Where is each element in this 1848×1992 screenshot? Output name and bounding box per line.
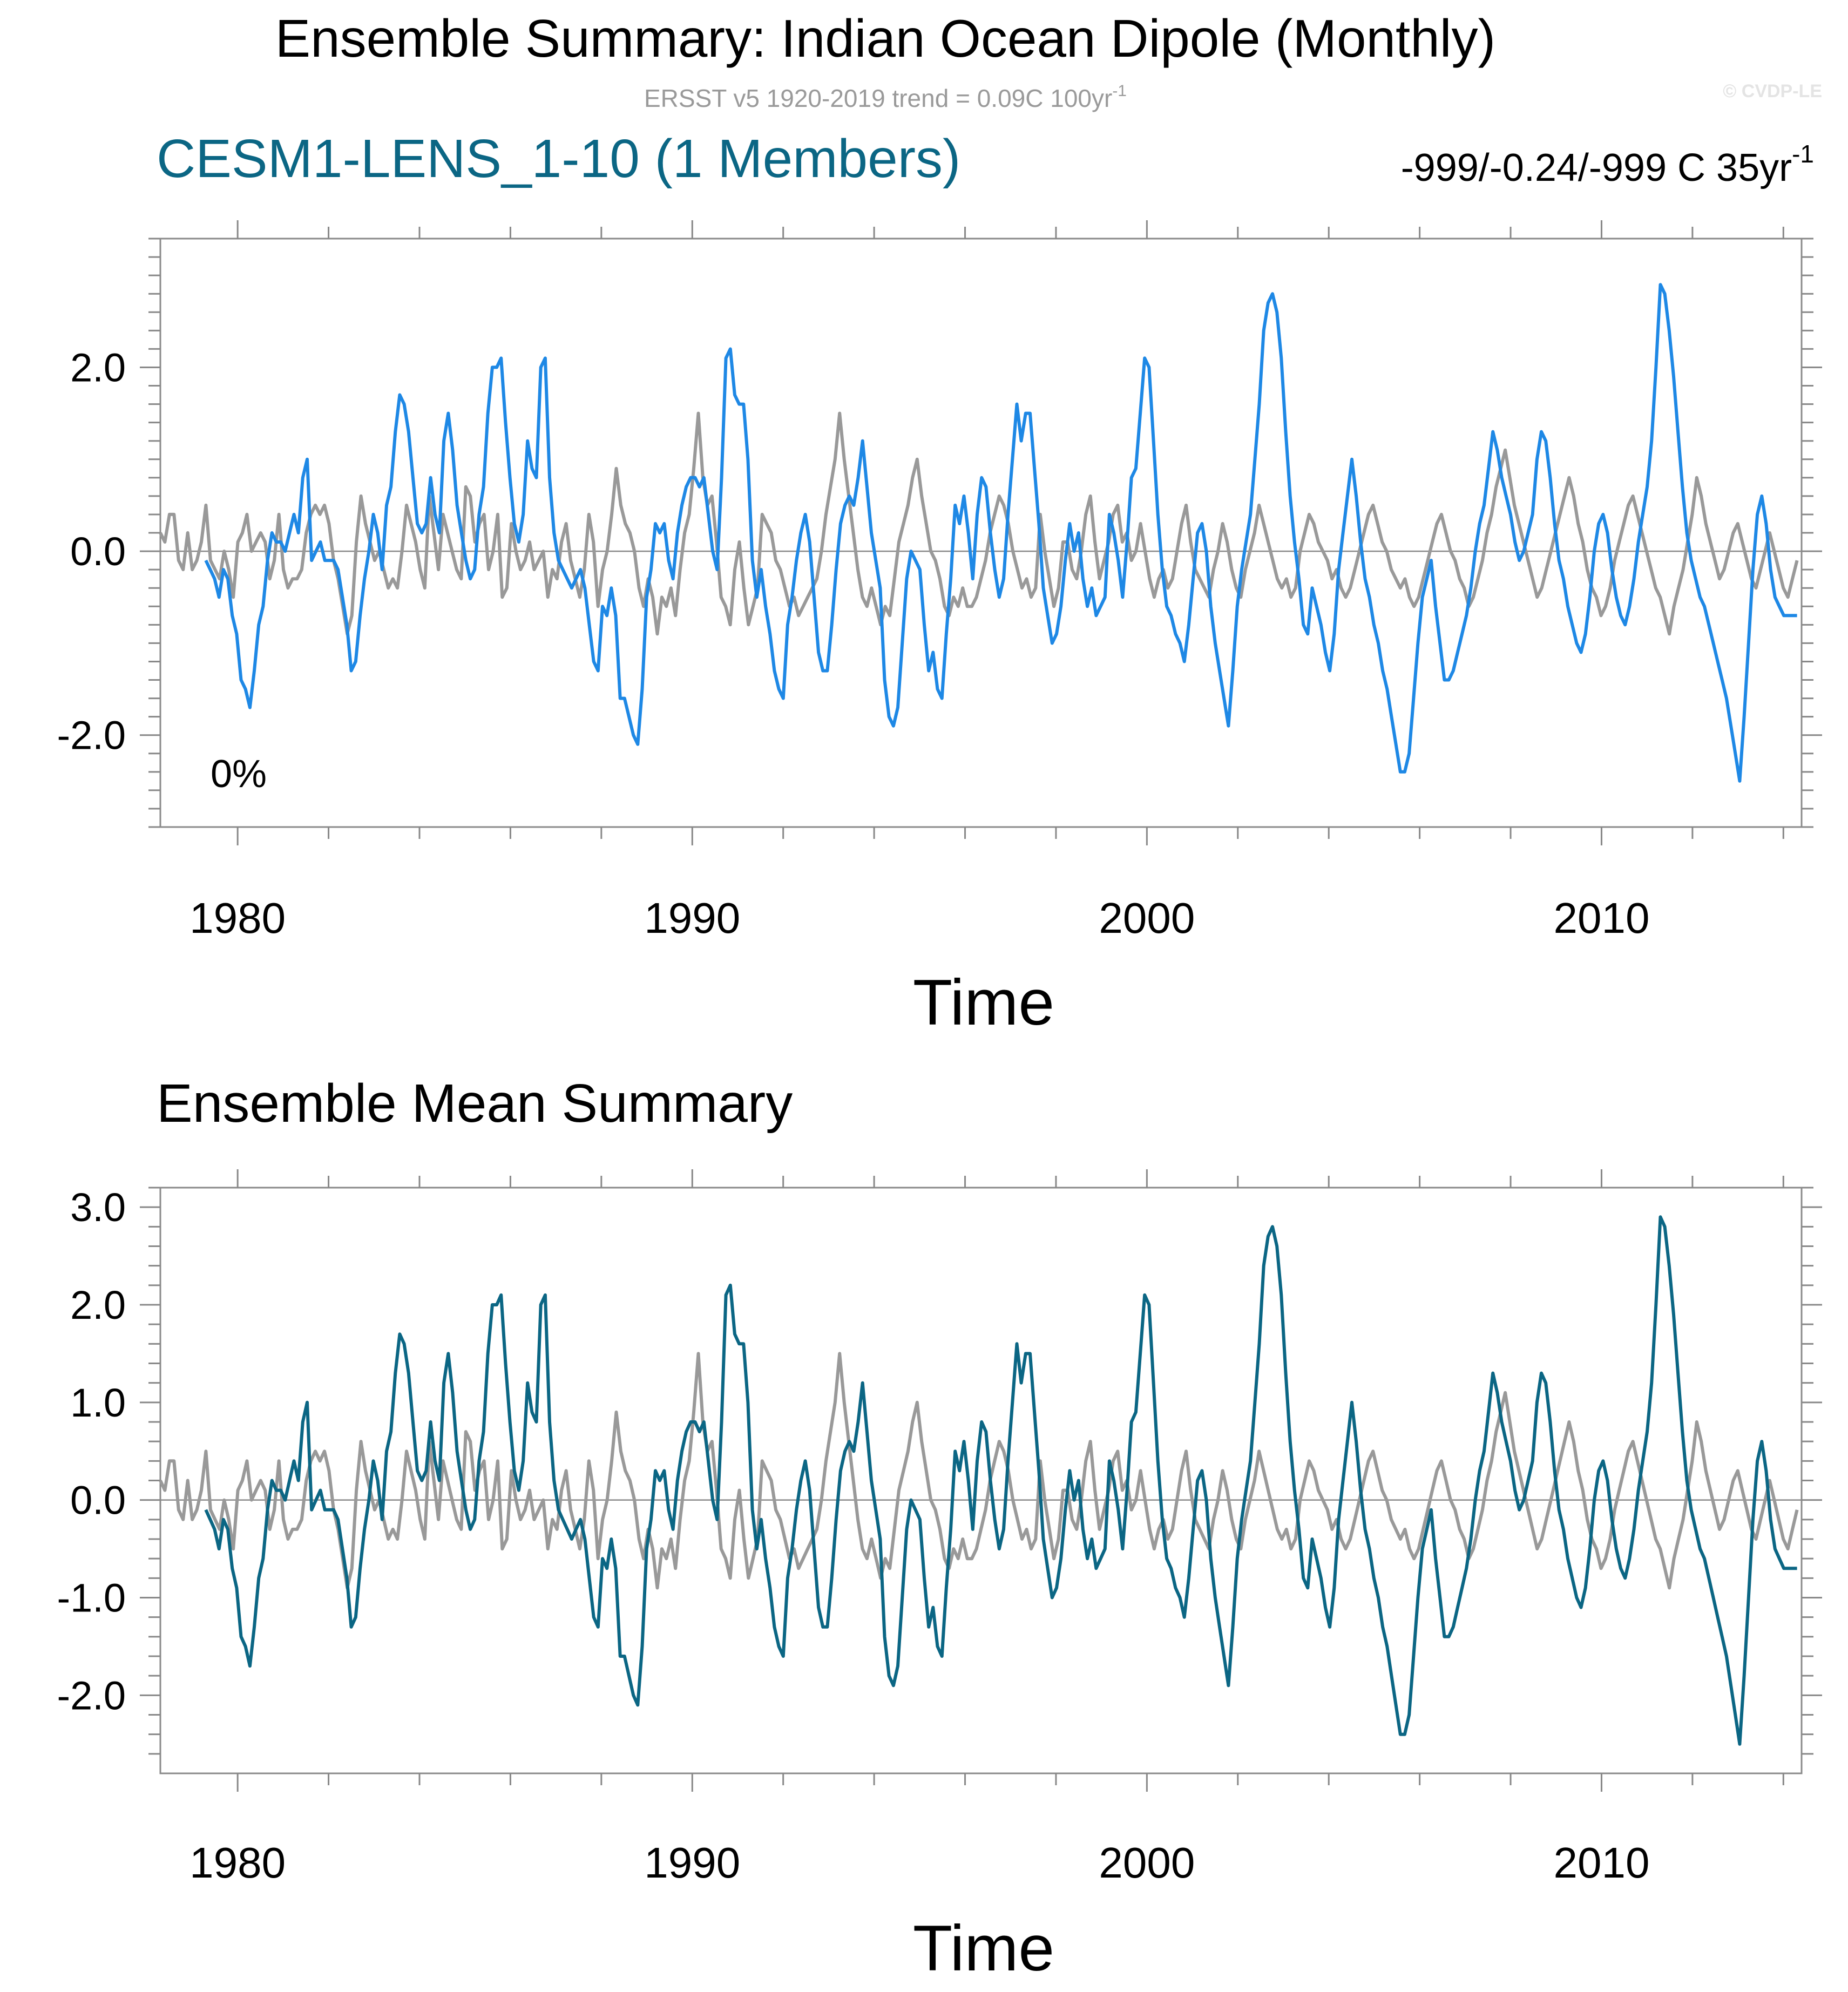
x-tick-label: 2000 — [1099, 1839, 1195, 1887]
mean-axis-ticks — [140, 1169, 1822, 1792]
x-tick-label: 1980 — [189, 894, 286, 942]
x-tick-label: 1990 — [644, 1839, 740, 1887]
member-panel-title: CESM1-LENS_1-10 (1 Members) — [157, 128, 960, 189]
y-tick-label: 2.0 — [70, 1283, 126, 1327]
mean-obs-line — [159, 1352, 1799, 1590]
member-x-tick-labels: 1980 1990 2000 2010 — [189, 894, 1649, 942]
y-tick-label: 1.0 — [70, 1380, 126, 1425]
y-tick-label: 0.0 — [70, 529, 126, 574]
trend-annotation-sup: -1 — [1792, 140, 1814, 168]
member-panel: CESM1-LENS_1-10 (1 Members) -999/-0.24/-… — [57, 128, 1822, 1039]
member-sim-line — [204, 283, 1797, 783]
member-obs-line — [159, 411, 1799, 636]
figure-title: Ensemble Summary: Indian Ocean Dipole (M… — [275, 9, 1495, 68]
mean-panel-title: Ensemble Mean Summary — [157, 1073, 793, 1134]
mean-sim-line — [204, 1215, 1797, 1746]
x-tick-label: 1990 — [644, 894, 740, 942]
mean-x-tick-labels: 1980 1990 2000 2010 — [189, 1839, 1649, 1887]
figure-subtitle-main: ERSST v5 1920-2019 trend = 0.09C 100yr — [644, 84, 1112, 112]
member-x-axis-label: Time — [913, 966, 1054, 1039]
member-y-tick-labels: -2.0 0.0 2.0 — [57, 345, 126, 757]
mean-y-tick-labels: -2.0 -1.0 0.0 1.0 2.0 3.0 — [57, 1185, 126, 1718]
y-tick-label: -2.0 — [57, 713, 126, 758]
y-tick-label: 2.0 — [70, 345, 126, 390]
trend-annotation-main: -999/-0.24/-999 C 35yr — [1401, 146, 1792, 189]
x-tick-label: 2000 — [1099, 894, 1195, 942]
x-tick-label: 2010 — [1553, 894, 1649, 942]
mean-panel: Ensemble Mean Summary -2.0 -1.0 0.0 1.0 2.0 3… — [57, 1073, 1822, 1984]
mean-x-axis-label: Time — [913, 1912, 1054, 1984]
y-tick-label: 0.0 — [70, 1478, 126, 1523]
y-tick-label: -2.0 — [57, 1673, 126, 1718]
member-axis-ticks — [140, 220, 1822, 845]
x-tick-label: 2010 — [1553, 1839, 1649, 1887]
figure-subtitle: ERSST v5 1920-2019 trend = 0.09C 100yr-1 — [644, 82, 1127, 112]
watermark: © CVDP-LE — [1723, 81, 1822, 101]
member-percent-label: 0% — [211, 753, 267, 796]
trend-annotation: -999/-0.24/-999 C 35yr-1 — [1401, 140, 1814, 189]
figure-subtitle-sup: -1 — [1112, 82, 1127, 100]
y-tick-label: -1.0 — [57, 1576, 126, 1621]
x-tick-label: 1980 — [189, 1839, 286, 1887]
y-tick-label: 3.0 — [70, 1185, 126, 1230]
